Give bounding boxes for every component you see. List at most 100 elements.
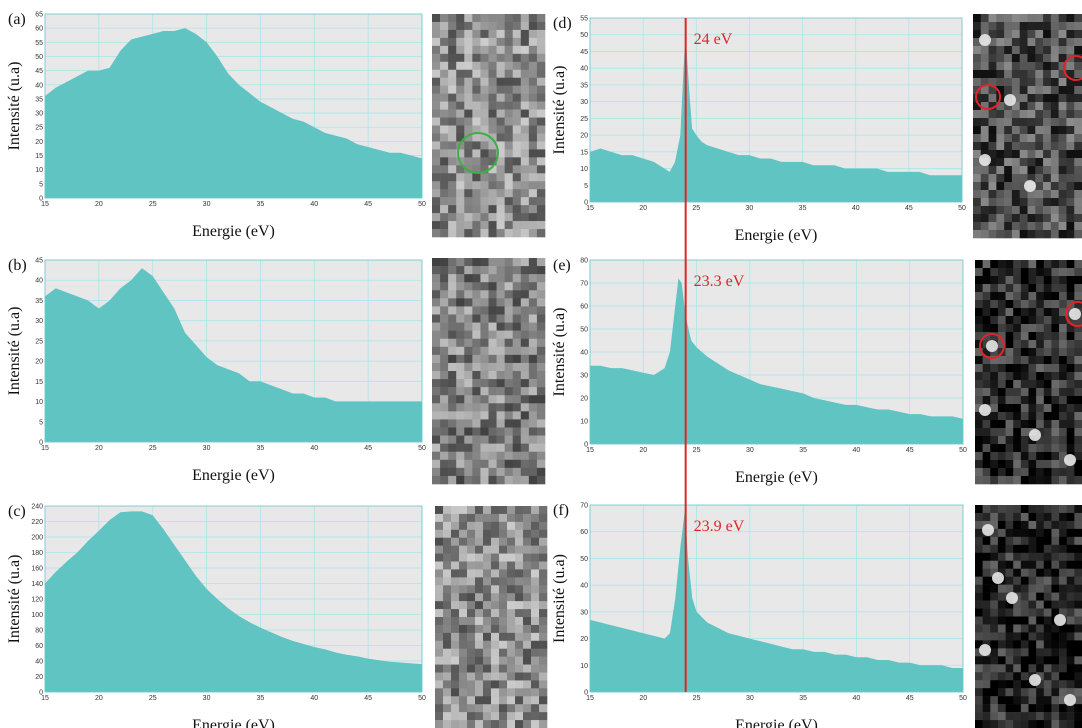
image-pixel [464,475,473,485]
image-pixel [467,553,476,562]
image-pixel [1051,505,1060,514]
image-pixel [1027,190,1036,199]
image-pixel [507,648,516,657]
image-pixel [1059,420,1068,429]
image-pixel [1027,142,1036,151]
image-pixel [507,537,516,546]
image-pixel [440,149,449,158]
image-pixel [464,435,473,444]
image-pixel [488,443,497,453]
image-pixel [1005,292,1014,301]
image-pixel [1051,696,1060,705]
image-pixel [973,230,982,239]
image-pixel [488,101,497,110]
image-pixel [1043,134,1052,143]
image-pixel [1020,616,1029,625]
image-pixel [1066,86,1075,95]
image-pixel [1035,22,1044,31]
image-pixel [451,537,460,546]
image-pixel [1043,284,1052,293]
panel-label: (b) [8,257,27,274]
image-pixel [1027,62,1036,71]
image-pixel [990,520,999,530]
image-pixel [1028,656,1037,665]
image-pixel [1059,568,1068,577]
marker-circle [457,132,499,174]
image-pixel [528,181,538,190]
image-pixel [1043,38,1052,47]
image-pixel [1058,118,1067,127]
image-pixel [531,561,540,570]
image-pixel [982,396,991,405]
image-pixel [504,330,514,340]
image-pixel [456,379,465,388]
image-pixel [1043,444,1052,453]
image-pixel [480,346,489,356]
image-pixel [1051,348,1060,357]
image-pixel [480,45,489,55]
micrograph [975,505,1082,728]
image-pixel [1043,380,1052,389]
image-pixel [488,387,497,396]
image-pixel [496,298,505,307]
image-pixel [435,648,444,657]
image-pixel [480,298,489,307]
image-pixel [443,680,452,689]
image-pixel [1004,78,1013,87]
image-pixel [1043,198,1052,207]
image-pixel [496,379,505,388]
image-pixel [472,274,481,283]
image-pixel [1020,544,1029,554]
x-tick-label: 35 [257,445,265,452]
image-pixel [520,435,530,444]
image-pixel [1074,62,1082,71]
image-pixel [483,529,492,539]
image-pixel [1036,292,1045,301]
image-pixel [499,680,508,689]
image-pixel [1005,640,1014,649]
image-pixel [459,617,468,626]
image-pixel [539,624,548,634]
image-pixel [1005,576,1014,585]
image-pixel [1066,214,1075,223]
image-pixel [1004,54,1013,63]
image-pixel [520,459,530,469]
image-pixel [531,720,540,728]
image-pixel [456,69,465,79]
image-pixel [1066,158,1075,167]
image-pixel [523,680,532,689]
image-pixel [1051,396,1060,405]
image-pixel [982,372,991,381]
image-pixel [1019,86,1028,95]
image-pixel [1036,584,1045,593]
image-pixel [1027,86,1036,95]
image-pixel [491,537,500,546]
image-pixel [990,404,999,413]
image-pixel [1036,544,1045,554]
image-pixel [448,419,457,428]
image-pixel [528,125,538,134]
image-pixel [1051,608,1060,617]
image-pixel [1013,284,1022,293]
image-pixel [483,537,492,546]
image-pixel [504,21,514,31]
image-pixel [988,38,997,47]
image-pixel [512,290,522,299]
image-pixel [483,553,492,562]
image-pixel [1013,348,1022,357]
image-pixel [990,268,999,277]
image-pixel [1005,568,1014,577]
image-pixel [448,371,457,380]
image-pixel [988,222,997,231]
image-pixel [504,69,514,79]
image-pixel [1050,38,1059,47]
image-pixel [536,93,546,102]
image-pixel [499,704,508,713]
image-pixel [1020,536,1029,546]
image-pixel [990,452,999,461]
image-pixel [980,182,989,191]
image-pixel [990,560,999,570]
image-pixel [1035,110,1044,119]
image-pixel [491,688,500,697]
image-pixel [440,213,449,222]
